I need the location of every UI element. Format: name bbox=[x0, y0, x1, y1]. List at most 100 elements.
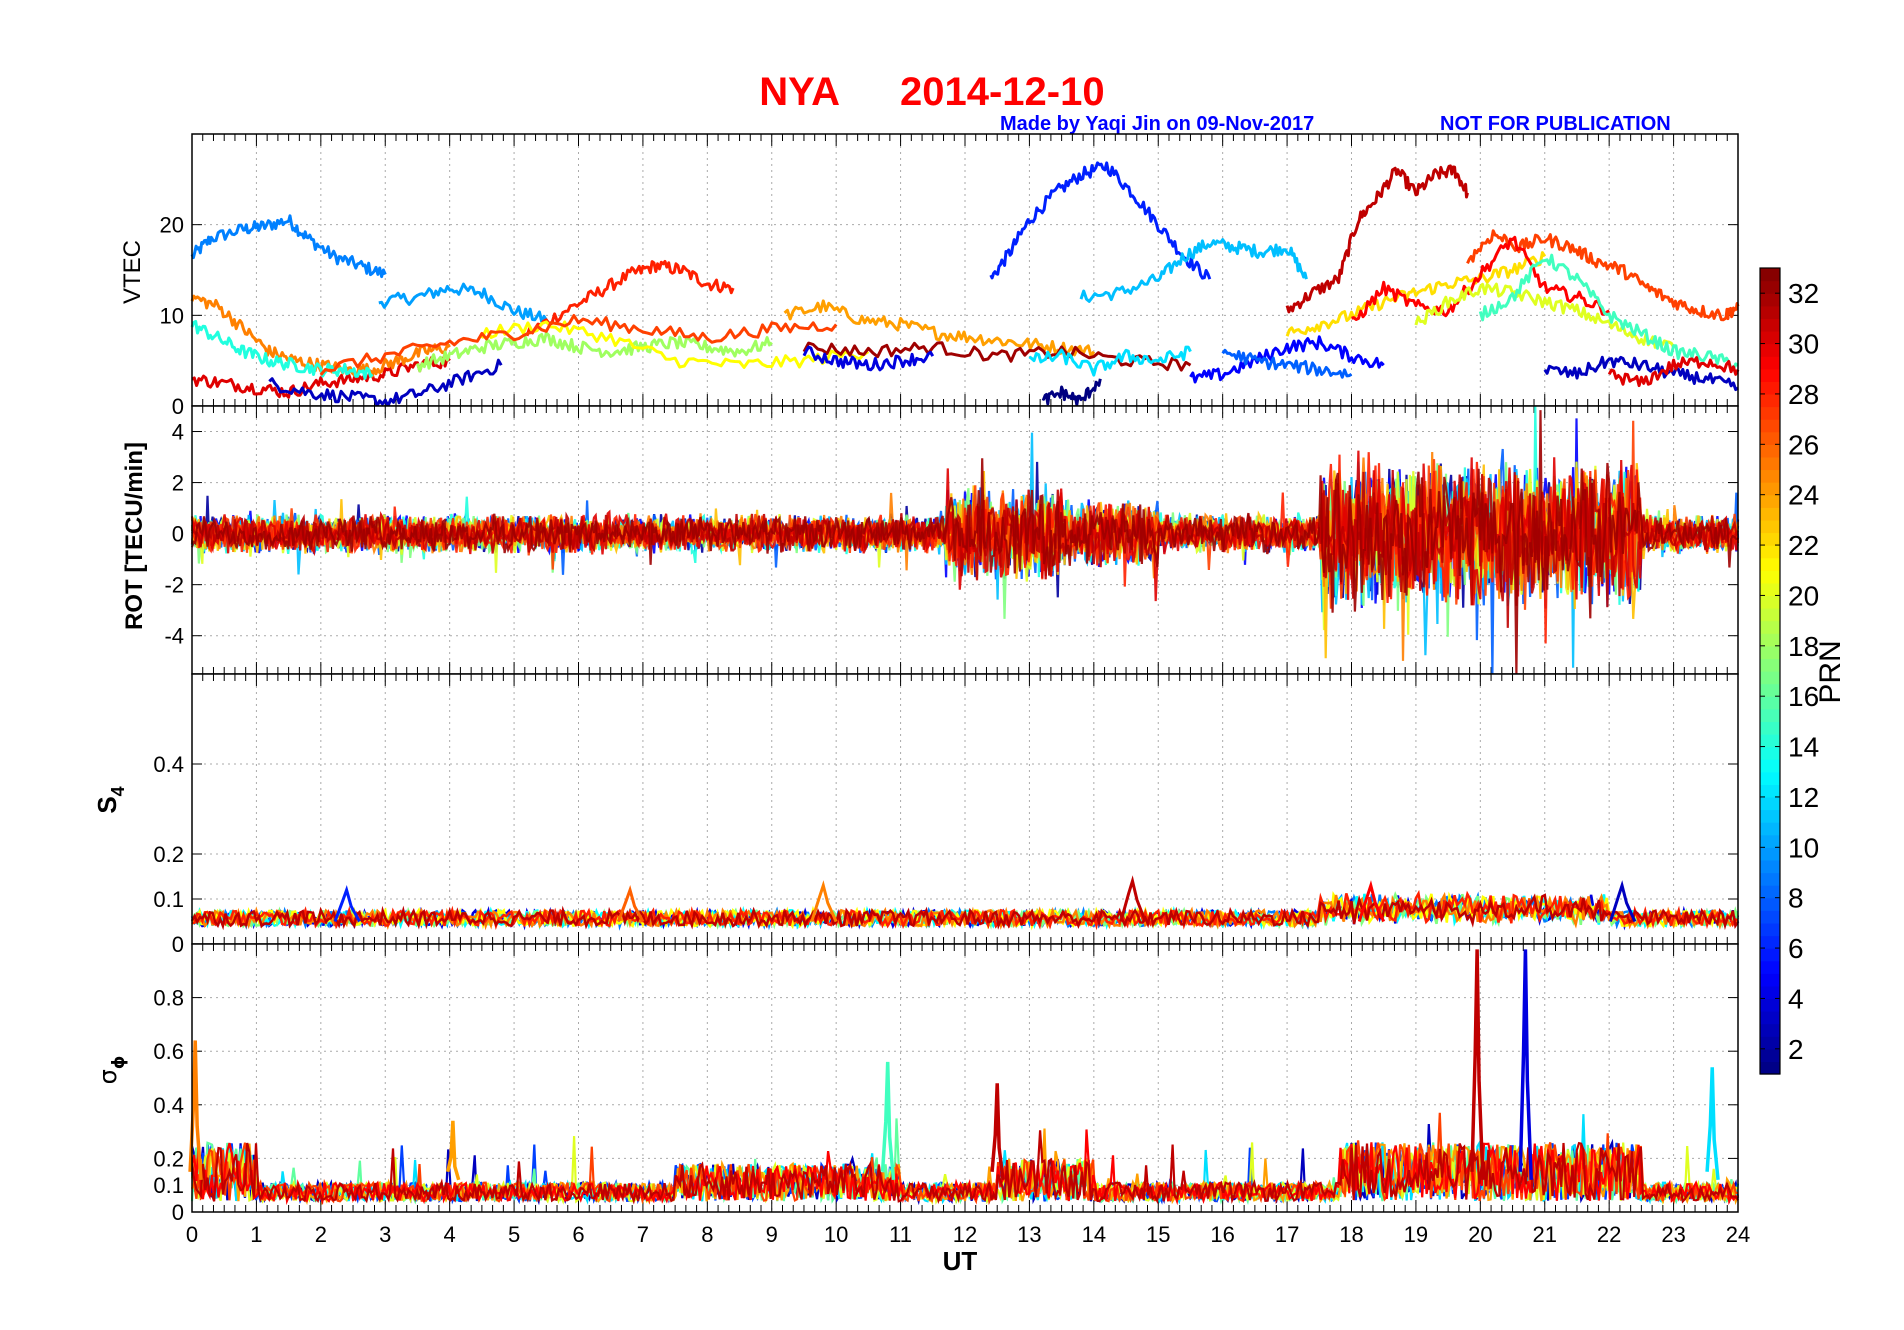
vtec-series-line bbox=[1478, 253, 1739, 371]
publication-note: NOT FOR PUBLICATION bbox=[1440, 113, 1671, 135]
colorbar-swatch bbox=[1760, 381, 1780, 395]
y-tick-label: 2 bbox=[172, 471, 184, 496]
vtec-series-line bbox=[802, 341, 1192, 372]
vtec-series-line bbox=[319, 314, 838, 376]
y-tick-label: 0 bbox=[172, 522, 184, 547]
colorbar-swatch bbox=[1760, 784, 1780, 798]
colorbar-swatch bbox=[1760, 922, 1780, 937]
colorbar-swatch bbox=[1760, 419, 1780, 433]
x-tick-label: 2 bbox=[315, 1222, 327, 1247]
x-tick-label: 23 bbox=[1661, 1222, 1685, 1247]
colorbar-swatch bbox=[1760, 960, 1780, 974]
s4-label-main: S bbox=[92, 796, 122, 813]
colorbar-swatch bbox=[1760, 595, 1780, 609]
sigma-peak bbox=[990, 1083, 1005, 1181]
s4-peak bbox=[617, 885, 645, 923]
colorbar-frame bbox=[1759, 267, 1781, 1075]
colorbar-swatch bbox=[1760, 482, 1780, 496]
vtec-series-line bbox=[783, 299, 1096, 358]
colorbar-swatch bbox=[1760, 280, 1780, 294]
vtec-series-line bbox=[1285, 164, 1469, 314]
x-tick-label: 14 bbox=[1082, 1222, 1106, 1247]
colorbar-swatch bbox=[1760, 759, 1780, 773]
colorbar-tick-label: 22 bbox=[1788, 530, 1819, 561]
sigma-label-main: σ bbox=[94, 1069, 122, 1084]
x-tick-label: 16 bbox=[1210, 1222, 1234, 1247]
colorbar-swatch bbox=[1760, 318, 1780, 332]
x-tick-label: 10 bbox=[824, 1222, 848, 1247]
colorbar-swatch bbox=[1760, 771, 1780, 785]
colorbar-tick-label: 2 bbox=[1788, 1034, 1804, 1065]
plot-area bbox=[192, 674, 1738, 944]
colorbar-label: PRN bbox=[1814, 640, 1847, 703]
colorbar-swatch bbox=[1760, 708, 1780, 722]
colorbar-swatch bbox=[1760, 809, 1780, 823]
colorbar-tick-label: 8 bbox=[1788, 883, 1804, 914]
colorbar-swatch bbox=[1760, 796, 1780, 811]
colorbar-swatch bbox=[1760, 633, 1780, 647]
s4-axis-label: S4 bbox=[92, 786, 128, 813]
colorbar-swatch bbox=[1760, 532, 1780, 546]
colorbar-swatch bbox=[1760, 847, 1780, 861]
colorbar-tick-label: 24 bbox=[1788, 480, 1819, 511]
rot-series-line bbox=[190, 410, 1739, 675]
colorbar-tick-label: 10 bbox=[1788, 832, 1819, 863]
x-tick-label: 4 bbox=[444, 1222, 456, 1247]
colorbar-swatch bbox=[1760, 1036, 1780, 1050]
vtec-series-line bbox=[1041, 378, 1102, 407]
colorbar-swatch bbox=[1760, 645, 1780, 659]
colorbar-swatch bbox=[1760, 1011, 1780, 1025]
colorbar-swatch bbox=[1760, 293, 1780, 307]
colorbar-swatch bbox=[1760, 948, 1780, 962]
colorbar-swatch bbox=[1760, 406, 1780, 420]
vtec-axis-label: VTEC bbox=[119, 240, 146, 304]
sigma-series-line bbox=[190, 1130, 1739, 1205]
y-tick-label: 0 bbox=[172, 394, 184, 419]
colorbar-swatch bbox=[1760, 1048, 1780, 1062]
vtec-series-line bbox=[1414, 282, 1675, 349]
colorbar-swatch bbox=[1760, 822, 1780, 836]
colorbar-swatch bbox=[1760, 859, 1780, 874]
colorbar-swatch bbox=[1760, 658, 1780, 672]
sigma-peak bbox=[1518, 949, 1533, 1180]
colorbar-swatch bbox=[1760, 469, 1780, 483]
y-tick-label: 0.2 bbox=[153, 1146, 184, 1171]
rot-panel: -4 -2 0 2 4 bbox=[164, 405, 1740, 675]
y-tick-label: -4 bbox=[164, 624, 184, 649]
colorbar-swatch bbox=[1760, 444, 1780, 458]
colorbar-tick-label: 20 bbox=[1788, 580, 1819, 611]
colorbar-swatch bbox=[1760, 696, 1780, 710]
colorbar-swatch bbox=[1760, 834, 1780, 848]
colorbar-swatch bbox=[1760, 331, 1780, 345]
colorbar-tick-label: 18 bbox=[1788, 631, 1819, 662]
x-tick-label: 15 bbox=[1146, 1222, 1170, 1247]
s4-peak bbox=[810, 880, 838, 923]
y-tick-label: 10 bbox=[160, 303, 184, 328]
colorbar-swatch bbox=[1760, 608, 1780, 622]
colorbar-swatch bbox=[1760, 507, 1780, 521]
colorbar-swatch bbox=[1760, 620, 1780, 634]
colorbar-tick-label: 12 bbox=[1788, 782, 1819, 813]
colorbar-swatch bbox=[1760, 456, 1780, 471]
sigma-peak bbox=[446, 1120, 461, 1181]
colorbar-tick-label: 32 bbox=[1788, 278, 1819, 309]
colorbar-swatch bbox=[1760, 431, 1780, 445]
colorbar-swatch bbox=[1760, 305, 1780, 319]
vtec-series-line bbox=[1028, 345, 1192, 377]
s4-peak bbox=[1119, 875, 1147, 923]
date-title: 2014-12-10 bbox=[900, 70, 1105, 114]
credit-note: Made by Yaqi Jin on 09-Nov-2017 bbox=[1000, 113, 1314, 135]
s4-panel: 0 0.1 0.2 0.4 bbox=[153, 673, 1740, 957]
x-tick-label: 5 bbox=[508, 1222, 520, 1247]
x-tick-label: 8 bbox=[701, 1222, 713, 1247]
s4-peak bbox=[1609, 880, 1637, 923]
y-tick-label: 0.1 bbox=[153, 887, 184, 912]
vtec-series-line bbox=[190, 214, 387, 279]
vtec-series-line bbox=[1079, 238, 1308, 303]
vtec-series-line bbox=[378, 282, 548, 324]
sigma-peak bbox=[880, 1061, 896, 1180]
x-tick-label: 3 bbox=[379, 1222, 391, 1247]
colorbar-swatch bbox=[1760, 734, 1780, 748]
colorbar-swatch bbox=[1760, 885, 1780, 899]
